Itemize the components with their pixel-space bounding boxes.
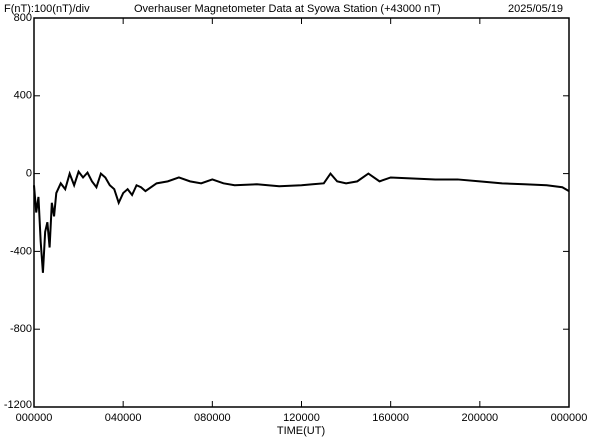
- y-tick-label: -800: [10, 323, 32, 335]
- x-tick-label: 160000: [372, 412, 409, 424]
- y-tick-label: 800: [14, 12, 32, 24]
- date: 2025/05/19: [508, 3, 563, 15]
- y-tick-label: 400: [14, 90, 32, 102]
- data-line: [33, 169, 570, 273]
- y-tick-label: -1200: [4, 399, 32, 411]
- x-tick-label: 000000: [16, 412, 53, 424]
- scale-label: F(nT):100(nT)/div: [4, 3, 90, 15]
- plot-frame: [33, 17, 570, 408]
- x-tick-label: 080000: [194, 412, 231, 424]
- y-tick-label: 0: [26, 168, 32, 180]
- y-tick-label: -400: [10, 245, 32, 257]
- x-tick-label: 040000: [105, 412, 142, 424]
- x-tick-label: 000000: [551, 412, 588, 424]
- x-axis-label: TIME(UT): [277, 425, 325, 437]
- x-tick-label: 120000: [283, 412, 320, 424]
- x-tick-label: 200000: [461, 412, 498, 424]
- chart-title: Overhauser Magnetometer Data at Syowa St…: [134, 3, 441, 15]
